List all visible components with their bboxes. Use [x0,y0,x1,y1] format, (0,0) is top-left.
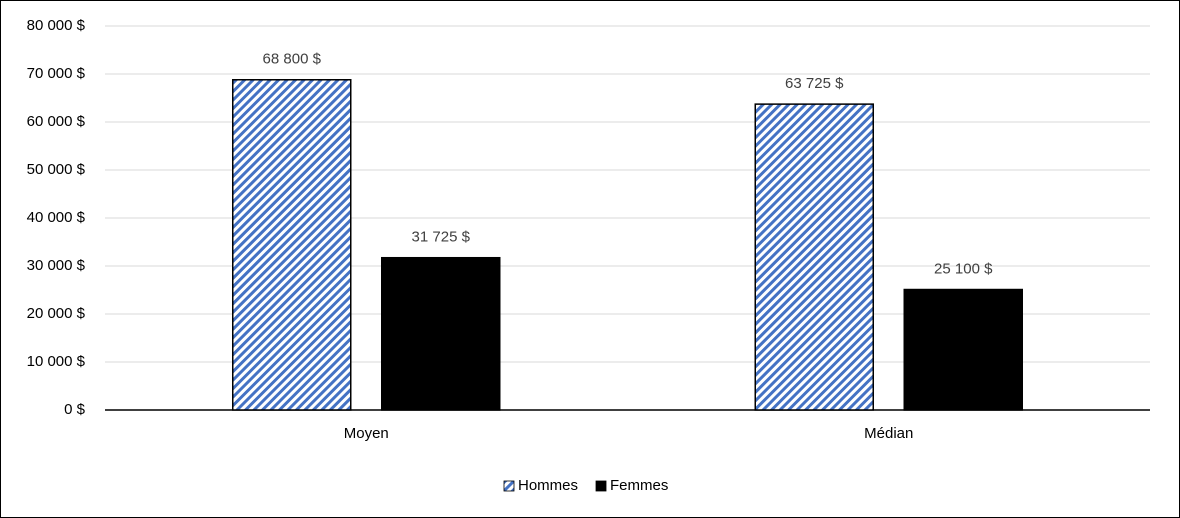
legend-label: Femmes [610,477,668,494]
y-tick-label: 40 000 $ [27,209,86,226]
value-label: 63 725 $ [785,75,844,92]
y-tick-label: 0 $ [64,401,86,418]
bar [381,256,501,411]
legend-swatch [595,480,607,492]
y-tick-label: 60 000 $ [27,113,86,130]
y-tick-label: 50 000 $ [27,161,86,178]
x-tick-label: Médian [864,425,913,442]
value-label: 68 800 $ [263,51,322,68]
legend-swatch [503,480,515,492]
y-tick-label: 20 000 $ [27,305,86,322]
value-label: 25 100 $ [934,260,993,277]
bar [903,288,1023,411]
y-tick-label: 30 000 $ [27,257,86,274]
y-tick-label: 10 000 $ [27,353,86,370]
y-tick-label: 80 000 $ [27,17,86,34]
y-tick-label: 70 000 $ [27,65,86,82]
bar [232,79,352,411]
x-tick-label: Moyen [344,425,389,442]
value-label: 31 725 $ [412,229,471,246]
legend-label: Hommes [518,477,578,494]
bar [754,103,874,411]
